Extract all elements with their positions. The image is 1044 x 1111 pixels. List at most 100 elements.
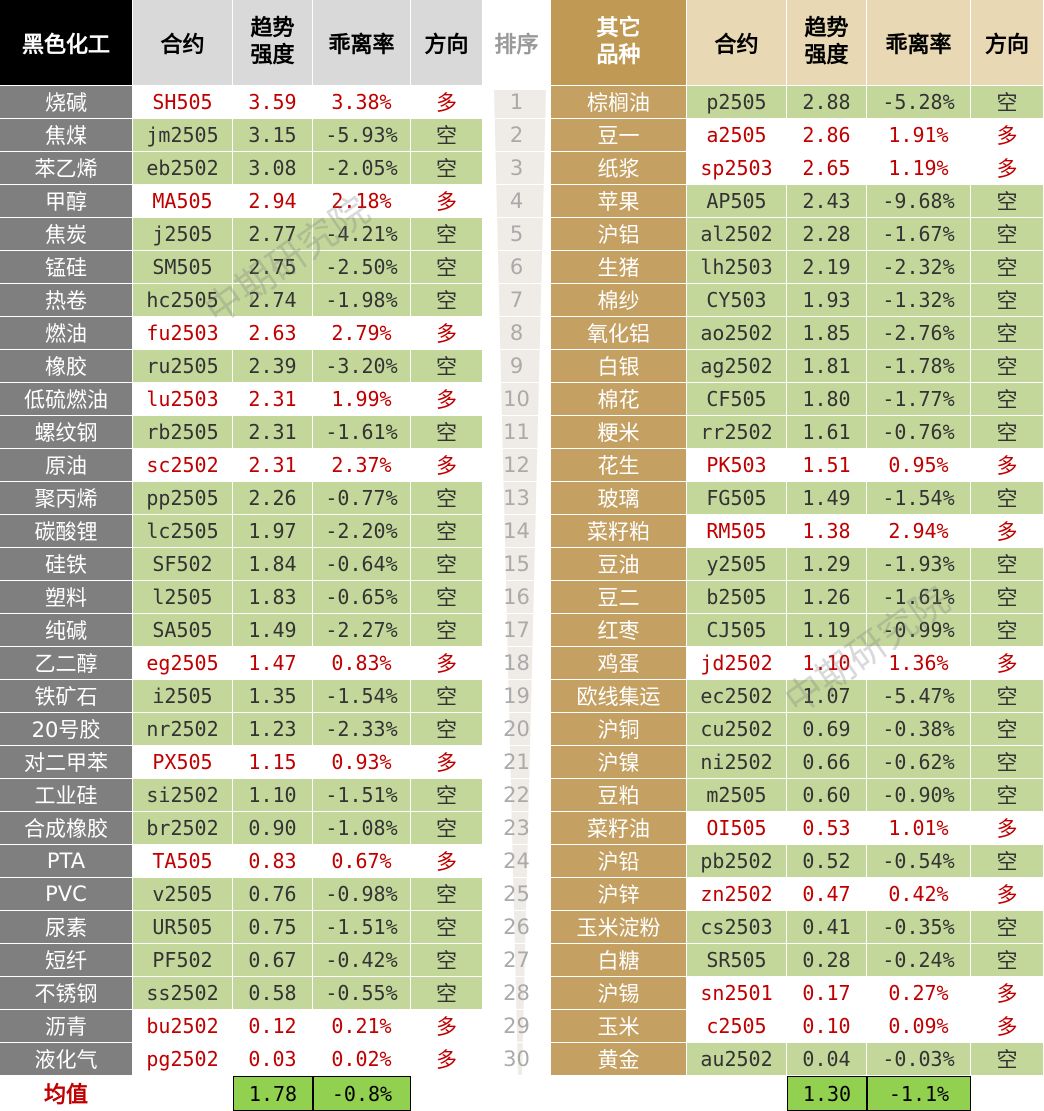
deviation: -0.76% xyxy=(867,416,971,449)
rank: 10 xyxy=(483,383,551,416)
header-cell-text: 趋势强度 xyxy=(804,16,849,68)
rank: 12 xyxy=(483,449,551,482)
variety: 硅铁 xyxy=(0,548,133,581)
variety: 纸浆 xyxy=(551,152,687,185)
trend-strength: 1.19 xyxy=(787,614,867,647)
contract: m2505 xyxy=(687,779,787,812)
rank: 9 xyxy=(483,350,551,383)
direction: 多 xyxy=(411,185,483,218)
contract: jd2502 xyxy=(687,647,787,680)
contract: OI505 xyxy=(687,812,787,845)
trend-strength: 1.47 xyxy=(233,647,313,680)
trend-strength: 0.52 xyxy=(787,845,867,878)
contract: j2505 xyxy=(133,218,233,251)
contract: SM505 xyxy=(133,251,233,284)
trend-strength: 1.07 xyxy=(787,680,867,713)
deviation: -0.98% xyxy=(313,878,411,911)
contract: pb2502 xyxy=(687,845,787,878)
avg-strength: 1.30 xyxy=(787,1076,867,1111)
trend-strength: 2.31 xyxy=(233,449,313,482)
trend-strength: 2.31 xyxy=(233,383,313,416)
trend-strength: 1.49 xyxy=(787,482,867,515)
variety: 工业硅 xyxy=(0,779,133,812)
deviation: -0.35% xyxy=(867,911,971,944)
deviation: -9.68% xyxy=(867,185,971,218)
contract: bu2502 xyxy=(133,1010,233,1043)
deviation: -4.21% xyxy=(313,218,411,251)
deviation: 1.99% xyxy=(313,383,411,416)
deviation: -2.05% xyxy=(313,152,411,185)
rank: 19 xyxy=(483,680,551,713)
direction: 空 xyxy=(411,350,483,383)
contract: CJ505 xyxy=(687,614,787,647)
direction: 多 xyxy=(971,152,1044,185)
variety: 沪铅 xyxy=(551,845,687,878)
rank: 21 xyxy=(483,746,551,779)
deviation: 0.02% xyxy=(313,1043,411,1076)
rank: 25 xyxy=(483,878,551,911)
direction: 空 xyxy=(971,911,1044,944)
contract: ss2502 xyxy=(133,977,233,1010)
trend-strength: 0.17 xyxy=(787,977,867,1010)
header-cell: 方向 xyxy=(411,0,483,86)
trend-strength: 1.26 xyxy=(787,581,867,614)
direction: 空 xyxy=(971,416,1044,449)
deviation: -1.61% xyxy=(867,581,971,614)
variety: 菜籽粕 xyxy=(551,515,687,548)
trend-strength: 1.29 xyxy=(787,548,867,581)
variety: 对二甲苯 xyxy=(0,746,133,779)
trend-strength: 0.76 xyxy=(233,878,313,911)
direction: 多 xyxy=(411,845,483,878)
contract: si2502 xyxy=(133,779,233,812)
deviation: -0.54% xyxy=(867,845,971,878)
direction: 空 xyxy=(411,614,483,647)
contract: sn2501 xyxy=(687,977,787,1010)
deviation: 0.93% xyxy=(313,746,411,779)
deviation: -0.42% xyxy=(313,944,411,977)
direction: 空 xyxy=(971,581,1044,614)
trend-strength: 2.88 xyxy=(787,86,867,119)
trend-strength: 1.85 xyxy=(787,317,867,350)
contract: lh2503 xyxy=(687,251,787,284)
contract: sp2503 xyxy=(687,152,787,185)
contract: nr2502 xyxy=(133,713,233,746)
direction: 空 xyxy=(411,977,483,1010)
deviation: 0.95% xyxy=(867,449,971,482)
direction: 空 xyxy=(411,911,483,944)
variety: 热卷 xyxy=(0,284,133,317)
variety: 欧线集运 xyxy=(551,680,687,713)
contract: al2502 xyxy=(687,218,787,251)
deviation: -1.61% xyxy=(313,416,411,449)
deviation: 1.36% xyxy=(867,647,971,680)
variety: 燃油 xyxy=(0,317,133,350)
variety: 粳米 xyxy=(551,416,687,449)
contract: c2505 xyxy=(687,1010,787,1043)
trend-strength: 2.43 xyxy=(787,185,867,218)
variety: 乙二醇 xyxy=(0,647,133,680)
deviation: -1.08% xyxy=(313,812,411,845)
direction: 空 xyxy=(411,680,483,713)
direction: 空 xyxy=(971,482,1044,515)
trend-strength: 0.28 xyxy=(787,944,867,977)
direction: 多 xyxy=(411,383,483,416)
variety: 棉纱 xyxy=(551,284,687,317)
variety: 短纤 xyxy=(0,944,133,977)
deviation: -0.90% xyxy=(867,779,971,812)
trend-strength: 2.19 xyxy=(787,251,867,284)
trend-strength: 1.10 xyxy=(233,779,313,812)
trend-strength: 0.58 xyxy=(233,977,313,1010)
contract: b2505 xyxy=(687,581,787,614)
trend-strength: 2.86 xyxy=(787,119,867,152)
rank: 11 xyxy=(483,416,551,449)
deviation: -5.93% xyxy=(313,119,411,152)
direction: 多 xyxy=(971,812,1044,845)
direction: 多 xyxy=(411,317,483,350)
direction: 多 xyxy=(971,119,1044,152)
direction: 空 xyxy=(411,812,483,845)
direction: 多 xyxy=(411,449,483,482)
variety: 塑料 xyxy=(0,581,133,614)
variety: 铁矿石 xyxy=(0,680,133,713)
trend-strength: 1.23 xyxy=(233,713,313,746)
variety: 沪镍 xyxy=(551,746,687,779)
